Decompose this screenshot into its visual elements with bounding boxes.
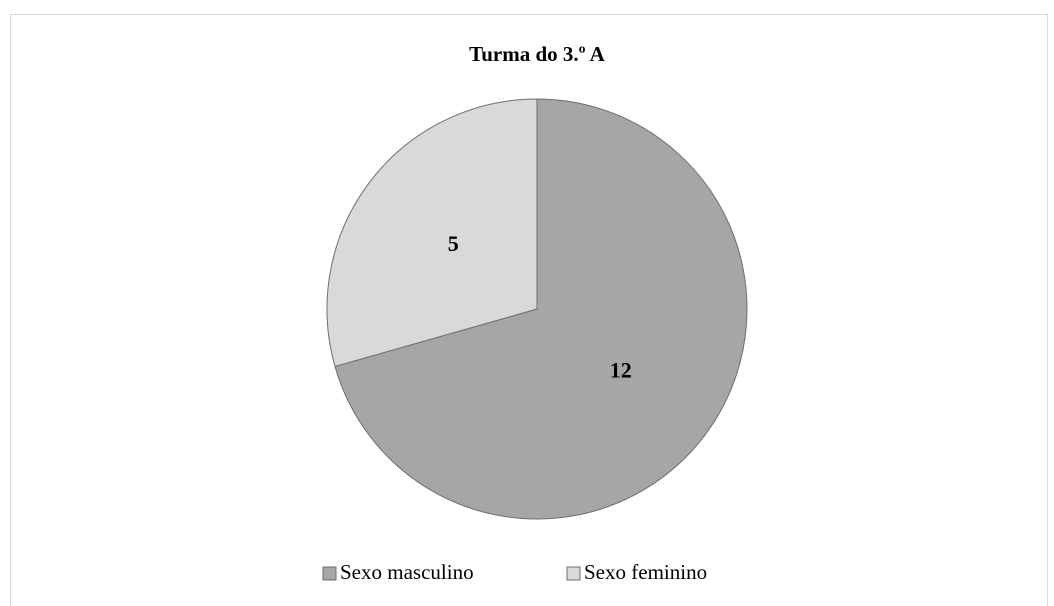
legend-swatch — [566, 566, 581, 581]
legend-swatch — [322, 566, 337, 581]
pie-slice — [334, 98, 748, 520]
data-label: 12 — [610, 357, 632, 382]
chart-title: Turma do 3.º A — [469, 42, 606, 66]
data-label: 5 — [448, 231, 459, 256]
legend-label: Sexo masculino — [340, 560, 474, 584]
legend-label: Sexo feminino — [584, 560, 707, 584]
pie-slice — [326, 98, 538, 368]
